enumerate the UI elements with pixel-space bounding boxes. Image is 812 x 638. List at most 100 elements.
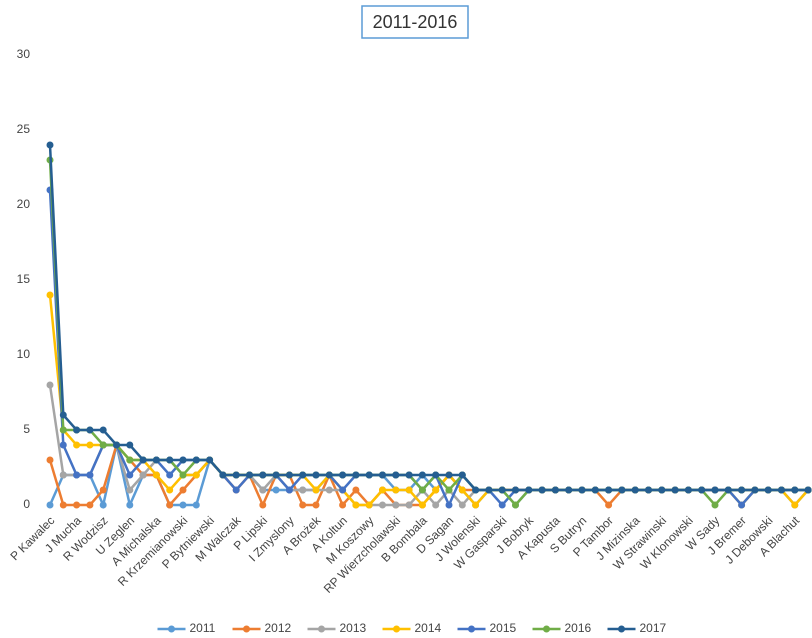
data-point (764, 486, 772, 494)
series-line (48, 384, 809, 507)
data-point (445, 486, 453, 494)
data-point (126, 471, 134, 479)
data-point (498, 501, 506, 509)
data-point (259, 471, 267, 479)
data-point (59, 426, 67, 434)
data-point (418, 471, 426, 479)
data-point (458, 471, 466, 479)
data-point (126, 456, 134, 464)
data-point (751, 486, 759, 494)
data-point (192, 501, 200, 509)
data-point (631, 486, 639, 494)
data-point (246, 471, 253, 479)
data-point (538, 486, 546, 494)
data-point (405, 471, 413, 479)
data-point (179, 471, 187, 479)
data-point (206, 456, 214, 464)
data-point (591, 486, 599, 494)
data-point (86, 501, 94, 509)
data-point (126, 441, 134, 449)
legend-label: 2012 (265, 621, 292, 635)
data-point (472, 486, 480, 494)
data-point (738, 501, 746, 509)
data-point (59, 411, 67, 419)
data-point (46, 141, 54, 149)
legend-marker (318, 625, 325, 633)
data-point (73, 471, 81, 479)
chart-title: 2011-2016 (373, 12, 458, 32)
data-point (113, 441, 120, 449)
series-line (48, 189, 809, 509)
legend-label: 2014 (415, 621, 442, 635)
data-point (219, 471, 227, 479)
data-point (312, 471, 320, 479)
data-point (498, 486, 506, 494)
data-point (86, 441, 94, 449)
data-point (59, 441, 67, 449)
data-point (73, 426, 81, 434)
y-tick-label: 25 (17, 122, 31, 136)
data-point (418, 486, 426, 494)
series-line (48, 144, 809, 492)
data-point (379, 486, 386, 494)
data-point (285, 471, 293, 479)
series-line (48, 294, 810, 507)
data-point (259, 501, 267, 509)
data-point (299, 501, 307, 509)
data-point (605, 486, 613, 494)
data-point (698, 486, 706, 494)
data-point (259, 486, 267, 494)
data-point (352, 486, 360, 494)
legend-label: 2017 (640, 621, 667, 635)
data-point (166, 501, 174, 509)
data-point (445, 471, 453, 479)
data-point (658, 486, 666, 494)
data-point (139, 471, 147, 479)
data-point (551, 486, 559, 494)
legend-label: 2013 (340, 621, 367, 635)
data-point (139, 456, 147, 464)
data-point (339, 471, 347, 479)
data-point (59, 501, 67, 509)
data-point (86, 426, 94, 434)
data-point (46, 381, 54, 389)
data-point (778, 486, 785, 494)
data-point (126, 501, 134, 509)
data-point (711, 486, 719, 494)
data-point (312, 501, 320, 509)
data-point (791, 486, 799, 494)
data-point (232, 471, 240, 479)
data-point (285, 486, 293, 494)
data-point (578, 486, 586, 494)
data-point (365, 471, 373, 479)
data-point (485, 486, 493, 494)
data-point (432, 501, 440, 509)
y-tick-label: 15 (17, 272, 31, 286)
data-point (166, 456, 174, 464)
legend-marker (243, 625, 250, 633)
data-point (272, 486, 280, 494)
title-box (361, 5, 469, 39)
data-point (418, 501, 426, 509)
data-point (299, 486, 307, 494)
data-point (472, 501, 480, 509)
data-point (312, 486, 320, 494)
data-point (711, 501, 719, 509)
data-point (352, 471, 360, 479)
data-point (405, 486, 413, 494)
data-point (99, 486, 107, 494)
data-point (458, 486, 466, 494)
data-point (325, 471, 333, 479)
data-point (458, 501, 466, 509)
data-point (99, 441, 107, 449)
data-point (46, 456, 54, 464)
y-tick-label: 20 (17, 197, 31, 211)
data-point (192, 471, 200, 479)
data-point (618, 486, 626, 494)
legend-marker (168, 625, 175, 633)
data-point (99, 501, 107, 509)
y-tick-label: 10 (17, 347, 31, 361)
data-point (724, 486, 732, 494)
data-point (791, 501, 799, 509)
